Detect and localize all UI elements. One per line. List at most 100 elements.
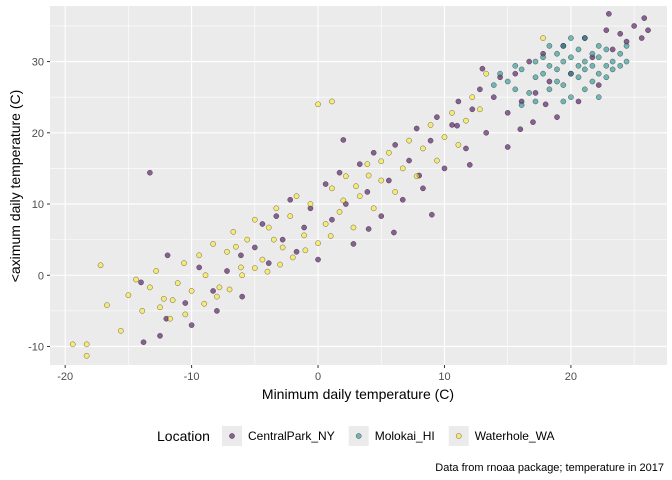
data-point-waterhole-wa: [434, 157, 440, 164]
y-tick-label: 10: [32, 199, 44, 211]
data-point-waterhole-wa: [233, 243, 239, 250]
data-point-centralpark-ny: [210, 288, 216, 294]
x-tick-label: -20: [57, 371, 73, 383]
data-point-waterhole-wa: [378, 177, 385, 184]
data-point-centralpark-ny: [340, 137, 347, 143]
data-point-waterhole-wa: [302, 247, 309, 254]
data-point-waterhole-wa: [182, 311, 189, 318]
data-point-waterhole-wa: [169, 297, 176, 304]
data-point-centralpark-ny: [238, 252, 244, 259]
data-point-centralpark-ny: [147, 169, 153, 176]
data-point-centralpark-ny: [463, 145, 469, 152]
data-point-waterhole-wa: [226, 286, 233, 293]
data-point-waterhole-wa: [214, 293, 220, 300]
data-point-waterhole-wa: [350, 224, 357, 231]
data-point-molokai-hi: [518, 102, 525, 108]
data-point-centralpark-ny: [638, 35, 645, 41]
data-point-waterhole-wa: [277, 261, 283, 268]
data-point-molokai-hi: [581, 66, 588, 73]
data-point-molokai-hi: [568, 94, 574, 101]
data-point-centralpark-ny: [504, 144, 511, 150]
legend-title: Location: [157, 428, 210, 444]
data-point-centralpark-ny: [182, 300, 189, 306]
data-point-waterhole-wa: [157, 304, 163, 311]
data-point-centralpark-ny: [336, 169, 343, 176]
data-point-waterhole-wa: [301, 232, 307, 239]
data-point-waterhole-wa: [336, 209, 343, 215]
data-point-molokai-hi: [575, 62, 582, 69]
data-point-waterhole-wa: [287, 213, 294, 219]
data-point-centralpark-ny: [490, 94, 497, 101]
data-point-waterhole-wa: [289, 254, 296, 261]
data-point-waterhole-wa: [399, 165, 406, 172]
data-point-centralpark-ny: [322, 181, 329, 187]
data-point-molokai-hi: [575, 46, 582, 53]
data-point-waterhole-wa: [364, 161, 371, 167]
data-point-centralpark-ny: [631, 23, 637, 29]
data-point-centralpark-ny: [287, 196, 294, 203]
data-point-centralpark-ny: [512, 70, 519, 77]
x-axis-title: Minimum daily temperature (C): [262, 386, 454, 402]
data-point-molokai-hi: [540, 70, 546, 77]
y-axis-ticks: -10 0 10 20 30: [28, 57, 50, 353]
legend-swatch-molokai-hi: [355, 433, 362, 439]
data-point-molokai-hi: [546, 43, 553, 49]
data-point-molokai-hi: [540, 54, 546, 61]
data-point-molokai-hi: [609, 66, 616, 73]
y-tick-label: -10: [28, 341, 44, 353]
data-point-centralpark-ny: [251, 244, 258, 251]
data-point-waterhole-wa: [83, 341, 90, 348]
data-point-centralpark-ny: [479, 65, 486, 72]
data-point-waterhole-wa: [322, 221, 329, 227]
data-point-waterhole-wa: [378, 158, 385, 165]
data-point-waterhole-wa: [370, 205, 377, 212]
data-point-waterhole-wa: [265, 224, 272, 231]
data-point-centralpark-ny: [605, 10, 612, 17]
data-point-centralpark-ny: [315, 256, 321, 263]
data-point-centralpark-ny: [595, 82, 602, 88]
data-point-waterhole-wa: [97, 262, 104, 269]
data-point-molokai-hi: [623, 43, 630, 49]
y-tick-label: 0: [38, 270, 44, 282]
data-point-molokai-hi: [512, 62, 519, 69]
data-point-waterhole-wa: [216, 284, 223, 291]
data-point-waterhole-wa: [392, 189, 399, 195]
data-point-molokai-hi: [581, 86, 588, 93]
data-point-molokai-hi: [603, 46, 610, 53]
data-point-centralpark-ny: [434, 114, 440, 120]
data-point-waterhole-wa: [385, 149, 392, 156]
data-point-centralpark-ny: [392, 142, 399, 148]
data-point-centralpark-ny: [391, 229, 397, 236]
data-point-waterhole-wa: [365, 172, 372, 179]
legend-label-molokai-hi: Molokai_HI: [375, 429, 435, 443]
data-point-centralpark-ny: [617, 30, 624, 37]
data-point-waterhole-wa: [477, 106, 483, 113]
data-point-waterhole-wa: [117, 327, 124, 334]
data-point-waterhole-wa: [540, 35, 546, 41]
data-point-centralpark-ny: [428, 211, 435, 218]
data-point-centralpark-ny: [273, 213, 280, 219]
data-point-molokai-hi: [617, 50, 624, 57]
data-point-molokai-hi: [560, 43, 567, 49]
data-point-centralpark-ny: [365, 226, 372, 232]
data-point-centralpark-ny: [469, 106, 476, 113]
data-point-centralpark-ny: [575, 98, 582, 105]
data-point-waterhole-wa: [174, 280, 181, 286]
data-point-molokai-hi: [603, 74, 610, 81]
data-point-centralpark-ny: [378, 213, 385, 219]
y-tick-label: 20: [32, 128, 44, 140]
data-point-centralpark-ny: [554, 114, 560, 120]
x-axis-ticks: -20 -10 0 10 20: [57, 365, 577, 383]
x-tick-label: 0: [315, 371, 321, 383]
data-point-molokai-hi: [512, 86, 519, 93]
data-point-molokai-hi: [554, 50, 560, 57]
data-point-waterhole-wa: [153, 268, 160, 274]
data-point-centralpark-ny: [413, 125, 420, 132]
data-point-centralpark-ny: [293, 248, 300, 255]
data-point-molokai-hi: [532, 58, 539, 65]
data-point-waterhole-wa: [329, 185, 335, 192]
legend: Location CentralPark_NY Molokai_HI Waterho…: [157, 426, 555, 446]
data-point-molokai-hi: [532, 74, 539, 81]
data-point-waterhole-wa: [469, 94, 476, 101]
data-point-waterhole-wa: [315, 101, 321, 108]
